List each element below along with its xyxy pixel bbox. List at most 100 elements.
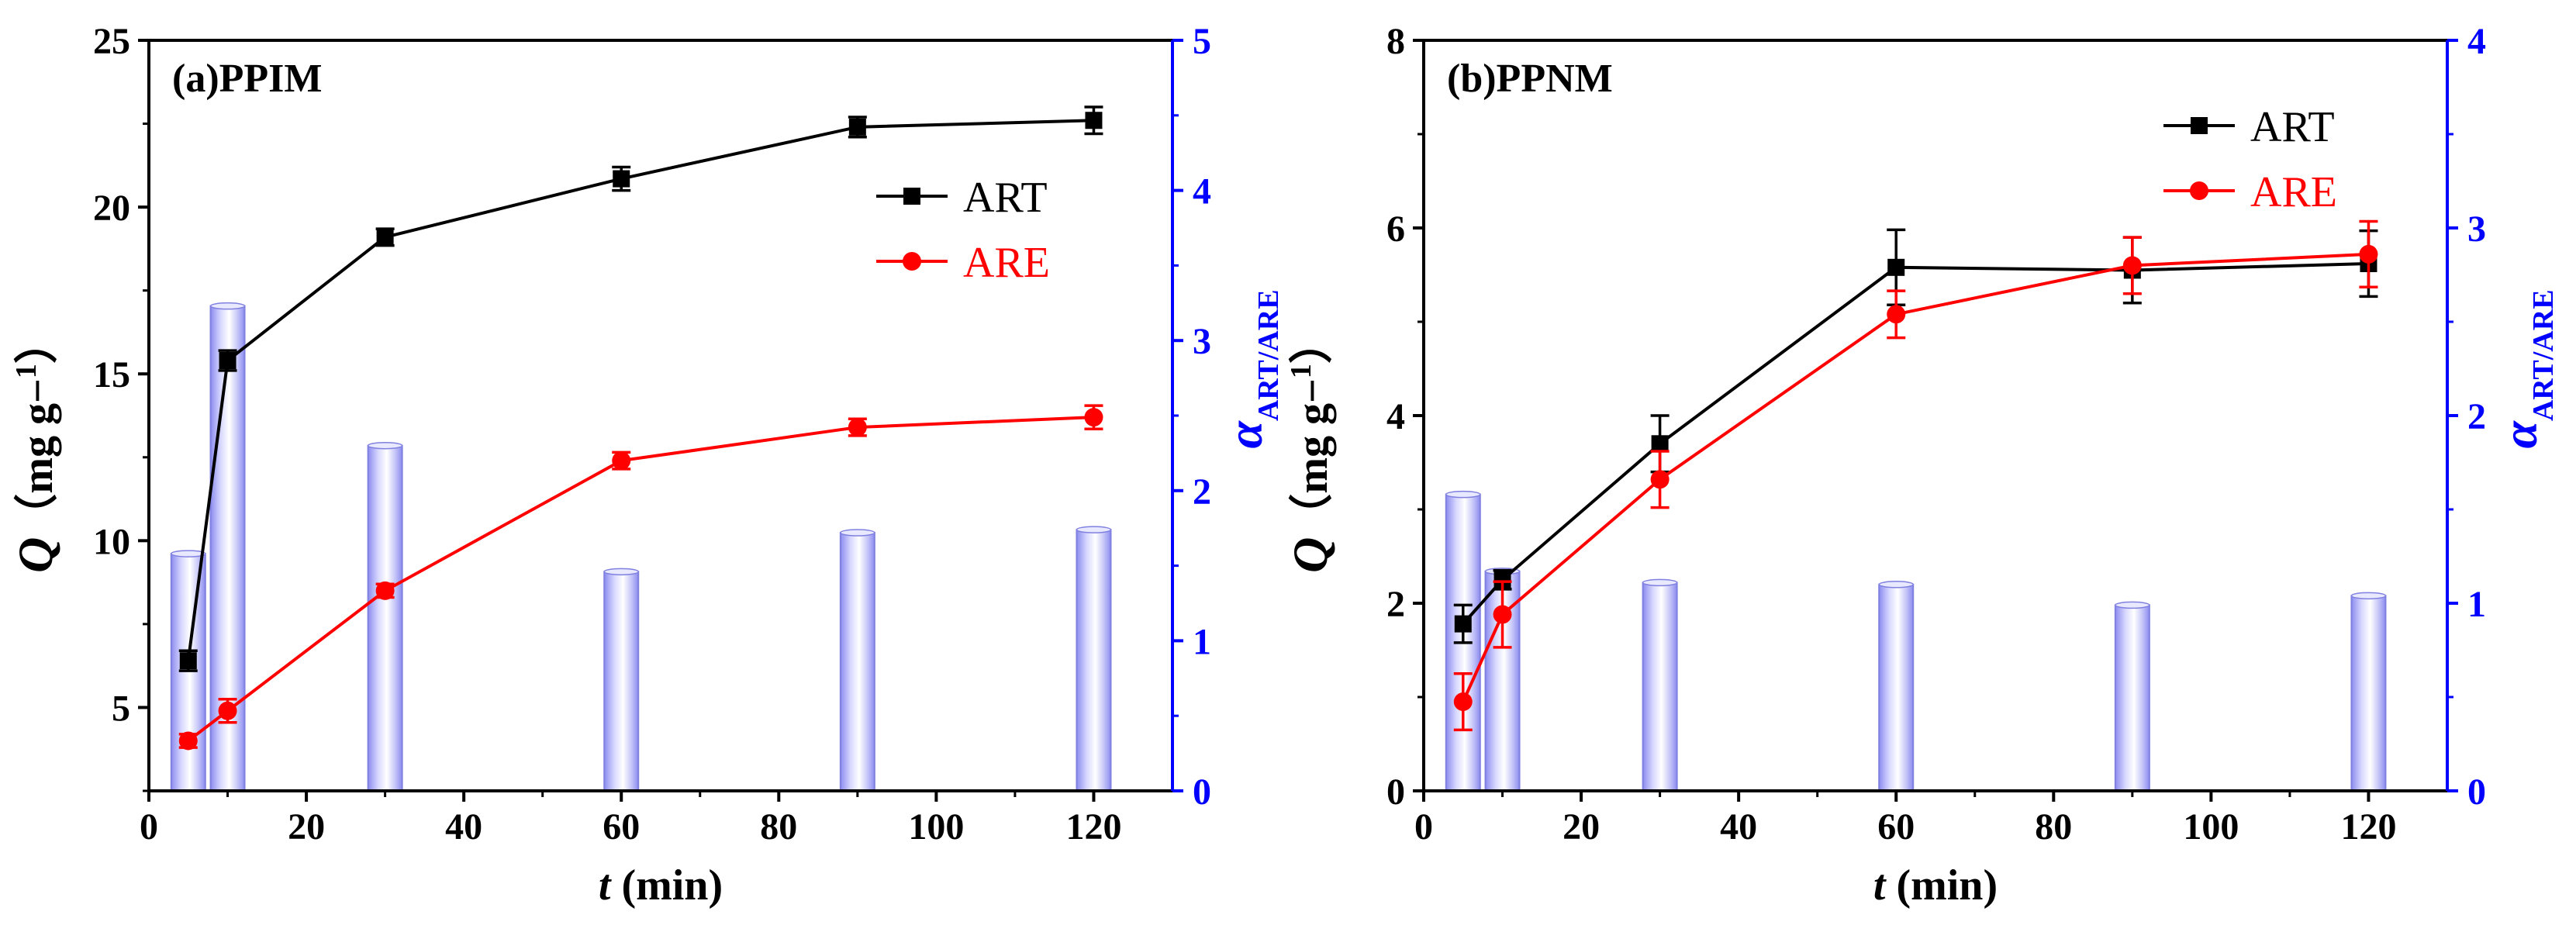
y-tick-label: 5 <box>112 688 130 729</box>
y2-axis-title-sub: ART/ARE <box>1252 289 1285 421</box>
x-axis-title-var: t <box>1873 861 1887 909</box>
panel-b: 0 20 40 60 80 100 1200246801234(b)PPNMARTAREt … <box>1283 21 2560 909</box>
data-point-are <box>1887 305 1906 324</box>
data-point-are <box>1453 692 1473 712</box>
y2-tick-label: 0 <box>1193 771 1211 813</box>
legend-marker-art <box>903 188 920 205</box>
alpha-bar-cap <box>1878 581 1914 588</box>
y2-tick-label: 4 <box>2467 21 2486 62</box>
y-axis-title-close: ） <box>1288 320 1337 364</box>
x-axis-title-var: t <box>599 861 612 909</box>
data-point-are <box>178 731 198 751</box>
series-line-art <box>186 119 1094 661</box>
series-line-are <box>187 416 1094 743</box>
data-point-are <box>848 418 867 437</box>
legend-label-are: ARE <box>2250 168 2337 216</box>
alpha-bar <box>367 444 403 792</box>
x-tick-label: 80 <box>2035 806 2072 847</box>
y2-tick-label: 3 <box>1193 321 1211 362</box>
legend-marker-are <box>903 252 921 271</box>
x-tick-label: 60 <box>1877 806 1915 847</box>
x-tick-label: 0 <box>140 806 158 847</box>
y-axis-title-exp: 1 <box>1285 364 1317 378</box>
x-axis-title: t (min) <box>1873 861 1998 909</box>
alpha-bar <box>1076 529 1112 792</box>
alpha-bar-cap <box>367 441 403 450</box>
series-line-art <box>1462 261 2369 625</box>
series-line-are <box>1461 252 2369 702</box>
alpha-bar <box>2350 595 2387 792</box>
x-tick-label: 20 <box>1563 806 1600 847</box>
alpha-bar <box>1642 582 1678 792</box>
y-axis-title-var: Q <box>8 537 63 573</box>
data-point-art <box>1454 615 1472 633</box>
y-axis-title-unit: （mg g− <box>1288 378 1337 537</box>
legend-label-art: ART <box>963 174 1048 222</box>
y-tick-label: 2 <box>1386 584 1405 625</box>
x-tick-label: 100 <box>908 806 964 847</box>
y2-tick-label: 0 <box>2467 771 2486 813</box>
data-point-are <box>1650 470 1670 489</box>
x-axis-title-unit: (min) <box>610 861 723 909</box>
data-point-are <box>1084 408 1103 427</box>
data-point-are <box>1493 605 1512 624</box>
alpha-bar-cap <box>1642 578 1678 587</box>
legend-marker-are <box>2190 181 2208 200</box>
data-point-art <box>376 228 394 246</box>
x-tick-label: 100 <box>2183 806 2239 847</box>
y-tick-label: 4 <box>1386 396 1405 437</box>
legend-label-are: ARE <box>963 239 1050 287</box>
alpha-bar <box>2114 604 2150 792</box>
y2-tick-label: 4 <box>1193 171 1211 212</box>
alpha-bar-cap <box>209 302 246 310</box>
alpha-bar-cap <box>171 550 206 557</box>
x-axis-title-unit: (min) <box>1885 861 1998 909</box>
y-tick-label: 25 <box>93 21 130 62</box>
y2-tick-label: 2 <box>2467 396 2486 437</box>
y2-axis-title-alpha: α <box>1217 420 1272 449</box>
y-tick-label: 8 <box>1386 21 1405 62</box>
y2-axis-title: αART/ARE <box>1217 289 1285 448</box>
y2-tick-label: 1 <box>1193 621 1211 662</box>
alpha-bar-cap <box>1445 490 1481 499</box>
y-axis-title-exp: 1 <box>10 364 43 378</box>
y-axis-title: Q（mg g−1） <box>8 320 63 573</box>
x-tick-label: 120 <box>2340 806 2396 847</box>
data-point-art <box>1493 571 1511 588</box>
panel-title: (a)PPIM <box>172 57 322 101</box>
y2-tick-label: 3 <box>2467 209 2486 250</box>
y2-tick-label: 1 <box>2467 584 2486 625</box>
y-tick-label: 15 <box>93 354 130 395</box>
data-point-art <box>219 352 237 370</box>
legend-marker-art <box>2191 117 2208 134</box>
data-point-art <box>1085 112 1103 129</box>
alpha-bar-cap <box>1076 526 1112 533</box>
x-tick-label: 40 <box>1720 806 1757 847</box>
y-tick-label: 20 <box>93 188 130 229</box>
y-axis-title-close: ） <box>13 320 62 364</box>
y-axis-title: Q（mg g−1） <box>1283 320 1338 573</box>
data-point-art <box>1887 258 1905 276</box>
x-tick-label: 60 <box>603 806 640 847</box>
y2-tick-label: 2 <box>1193 471 1211 513</box>
alpha-bar <box>1878 583 1915 792</box>
y2-axis-title: αART/ARE <box>2492 289 2560 448</box>
panel-a: 0 20 40 60 80 100 120 5 10 15 20 25 0 1 2 3 4 5 (a)PPIM ART… <box>8 21 1285 909</box>
x-tick-label: 20 <box>288 806 325 847</box>
alpha-bar-cap <box>2350 592 2387 600</box>
y-axis-title-unit: （mg g− <box>13 378 62 537</box>
alpha-bar-cap <box>2115 601 2150 609</box>
y2-axis-title-sub: ART/ARE <box>2527 289 2560 421</box>
y-tick-label: 10 <box>93 521 130 562</box>
y-axis-title-var: Q <box>1283 537 1338 573</box>
x-axis-title: t (min) <box>599 861 723 909</box>
x-tick-label: 0 <box>1414 806 1433 847</box>
alpha-bar <box>170 553 206 792</box>
alpha-bar <box>603 571 640 792</box>
data-point-art <box>179 652 197 670</box>
panel-title: (b)PPNM <box>1447 57 1613 101</box>
y2-axis-title-alpha: α <box>2492 420 2547 449</box>
data-point-are <box>375 581 395 600</box>
